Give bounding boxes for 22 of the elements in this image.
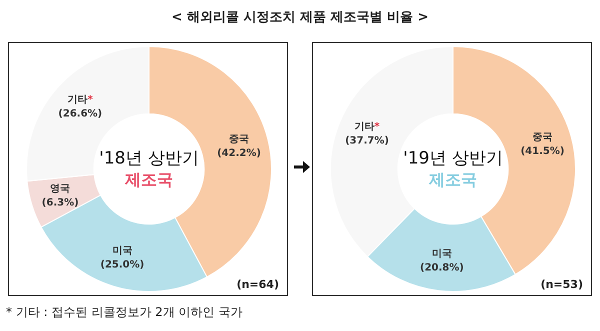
slice-label: 미국: [432, 248, 452, 260]
text: '19년 상반기: [403, 148, 503, 168]
text: * 기타 : 접수된 리콜정보가 2개 이하인 국가: [6, 304, 242, 321]
text: (n=53): [540, 278, 583, 291]
text: '18년 상반기: [99, 148, 199, 168]
data-label: (25.0%): [100, 259, 144, 270]
data-label: (6.3%): [42, 198, 79, 209]
text: (n=64): [236, 278, 279, 291]
slice-label: 기타*: [68, 94, 94, 106]
slice-label: 기타*: [354, 122, 380, 133]
data-label: (42.2%): [217, 148, 261, 159]
text: 제조국: [124, 170, 173, 190]
text: 제조국: [428, 170, 477, 190]
text: < 해외리콜 시정조치 제품 제조국별 비율 >: [170, 9, 430, 26]
slice-label: 영국: [50, 184, 70, 195]
slice-label: 중국: [532, 132, 553, 144]
data-label: (26.6%): [58, 108, 102, 120]
slice-label: 미국: [112, 245, 132, 256]
slice-label: 중국: [229, 134, 250, 145]
data-label: (37.7%): [345, 136, 389, 147]
data-label: (41.5%): [520, 146, 564, 158]
data-label: (20.8%): [420, 262, 464, 274]
